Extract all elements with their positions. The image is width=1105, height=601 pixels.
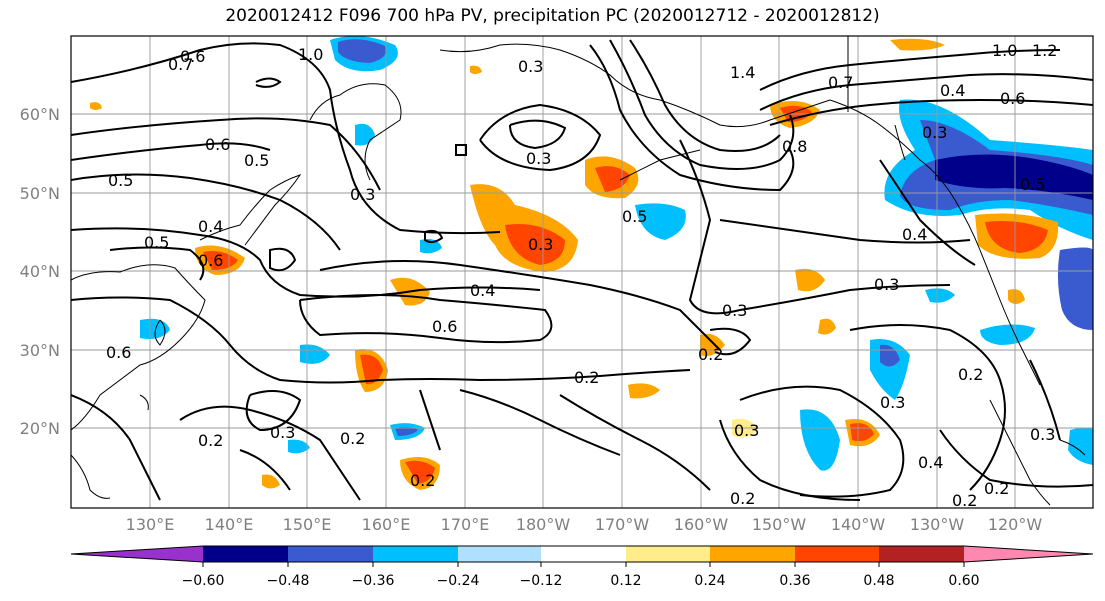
- colorbar-segment: [795, 546, 879, 562]
- contour-label: 0.4: [918, 453, 943, 472]
- contour-label: 0.6: [205, 135, 230, 154]
- colorbar-segment: [879, 546, 964, 562]
- colorbar-tick-label: 0.60: [948, 573, 979, 589]
- colorbar: −0.60 −0.48 −0.36 −0.24 −0.12 0.12 0.24 …: [70, 545, 1094, 589]
- colorbar-segment: [288, 546, 373, 562]
- colorbar-tick-label: 0.12: [610, 573, 641, 589]
- colorbar-segment: [458, 546, 541, 562]
- colorbar-segment: [373, 546, 458, 562]
- contour-label: 0.4: [198, 217, 223, 236]
- map-frame: [70, 35, 1094, 509]
- contour-label: 0.5: [108, 171, 133, 190]
- colorbar-tick-label: −0.12: [520, 573, 563, 589]
- lon-label: 170°E: [441, 515, 490, 534]
- contour-label: 0.3: [922, 123, 947, 142]
- contour-label: 0.6: [1000, 89, 1025, 108]
- contour-label: 0.7: [828, 73, 853, 92]
- contour-label: 0.2: [698, 345, 723, 364]
- contour-label: 0.5: [144, 233, 169, 252]
- contour-label: 0.3: [734, 421, 759, 440]
- contour-label: 0.3: [874, 275, 899, 294]
- lon-label: 160°E: [362, 515, 411, 534]
- contour-label: 0.2: [730, 489, 755, 508]
- lon-label: 140°E: [205, 515, 254, 534]
- colorbar-segment: [710, 546, 795, 562]
- lon-label: 150°W: [752, 515, 807, 534]
- contour-label: 0.5: [244, 151, 269, 170]
- contour-label: 0.6: [198, 251, 223, 270]
- lon-label: 130°W: [910, 515, 965, 534]
- colorbar-tick-marks: [202, 562, 965, 567]
- contour-label: 0.5: [622, 207, 647, 226]
- colorbar-tick-label: 0.24: [694, 573, 725, 589]
- contour-label: 0.3: [350, 185, 375, 204]
- graticule: [71, 36, 1093, 508]
- colorbar-tick-label: −0.48: [267, 573, 310, 589]
- lat-label: 30°N: [20, 341, 60, 360]
- contour-label: 0.6: [180, 47, 205, 66]
- contour-label: 0.2: [958, 365, 983, 384]
- lon-label: 160°W: [674, 515, 729, 534]
- contour-label: 1.4: [730, 63, 755, 82]
- colorbar-segment: [71, 546, 203, 562]
- colorbar-tick-label: 0.48: [863, 573, 894, 589]
- contour-label: 0.3: [722, 301, 747, 320]
- contour-label: 0.2: [952, 491, 977, 510]
- lon-label: 120°W: [988, 515, 1043, 534]
- lat-label: 60°N: [20, 105, 60, 124]
- contour-label: 0.2: [574, 368, 599, 387]
- contour-label: 0.3: [528, 235, 553, 254]
- lon-label: 180°W: [516, 515, 571, 534]
- contour-label: 0.5: [1020, 175, 1045, 194]
- contour-label: 0.8: [782, 137, 807, 156]
- lon-label: 170°W: [595, 515, 650, 534]
- latitude-labels: 60°N 50°N 40°N 30°N 20°N: [20, 105, 60, 438]
- colorbar-tick-label: −0.24: [437, 573, 480, 589]
- contour-label: 1.2: [1032, 41, 1057, 60]
- lat-label: 20°N: [20, 419, 60, 438]
- pv-contours: [71, 39, 1093, 501]
- contour-label: 0.2: [984, 479, 1009, 498]
- lat-label: 40°N: [20, 262, 60, 281]
- lon-label: 150°E: [283, 515, 332, 534]
- contour-label: 0.4: [470, 281, 495, 300]
- contour-label: 0.2: [198, 431, 223, 450]
- colorbar-segments: [70, 545, 1094, 563]
- contour-label: 0.6: [432, 317, 457, 336]
- colorbar-segment: [541, 546, 626, 562]
- lon-label: 140°W: [831, 515, 886, 534]
- map-title: 2020012412 F096 700 hPa PV, precipitatio…: [225, 6, 880, 26]
- colorbar-tick-label: 0.36: [779, 573, 810, 589]
- longitude-labels: 130°E 140°E 150°E 160°E 170°E 180°W 170°…: [126, 515, 1043, 534]
- contour-label: 0.3: [270, 423, 295, 442]
- lon-label: 130°E: [126, 515, 175, 534]
- contour-label: 0.7: [168, 55, 193, 74]
- contour-label: 0.6: [106, 343, 131, 362]
- colorbar-segment: [203, 546, 288, 562]
- contour-label: 1.0: [298, 45, 323, 64]
- contour-label: 0.2: [340, 429, 365, 448]
- contour-label: 0.2: [410, 471, 435, 490]
- contour-label: 1.0: [992, 41, 1017, 60]
- colorbar-segment: [964, 546, 1093, 562]
- colorbar-tick-label: −0.36: [352, 573, 395, 589]
- contour-label: 0.3: [526, 149, 551, 168]
- contour-labels: 0.6 0.7 1.0 0.3 1.4 0.7 1.0 1.2 0.6 0.4 …: [106, 41, 1057, 510]
- contour-label: 0.4: [902, 225, 927, 244]
- contour-label: 0.3: [518, 57, 543, 76]
- colorbar-tick-label: −0.60: [182, 573, 225, 589]
- contour-label: 0.4: [940, 81, 965, 100]
- colorbar-segment: [626, 546, 710, 562]
- contour-label: 0.3: [1030, 425, 1055, 444]
- lat-label: 50°N: [20, 184, 60, 203]
- contour-label: 0.3: [880, 393, 905, 412]
